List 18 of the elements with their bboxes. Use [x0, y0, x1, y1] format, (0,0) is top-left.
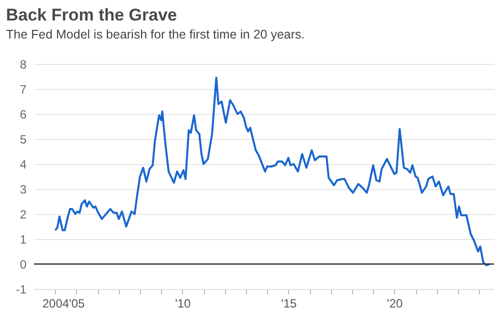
y-tick-label: 3 [20, 182, 27, 196]
chart-subtitle: The Fed Model is bearish for the first time in 20 years. [6, 28, 305, 42]
y-tick-label: 4 [20, 158, 27, 172]
chart-title: Back From the Grave [6, 6, 178, 24]
y-tick-label: -1 [16, 282, 27, 296]
y-tick-label: 6 [20, 108, 27, 122]
x-tick-label: '15 [281, 296, 298, 310]
y-tick-label: 5 [20, 132, 27, 146]
y-tick-label: 2 [20, 208, 27, 222]
x-tick-label: '10 [175, 296, 192, 310]
y-tick-label: 1 [20, 232, 27, 246]
x-tick-label: 2004 [42, 296, 70, 310]
y-tick-label: 8 [20, 58, 27, 72]
y-tick-label: 0 [20, 258, 27, 272]
line-series [54, 76, 491, 266]
y-tick-label: 7 [20, 82, 27, 96]
x-tick-label: '05 [69, 296, 86, 310]
x-tick-label: '20 [387, 296, 404, 310]
